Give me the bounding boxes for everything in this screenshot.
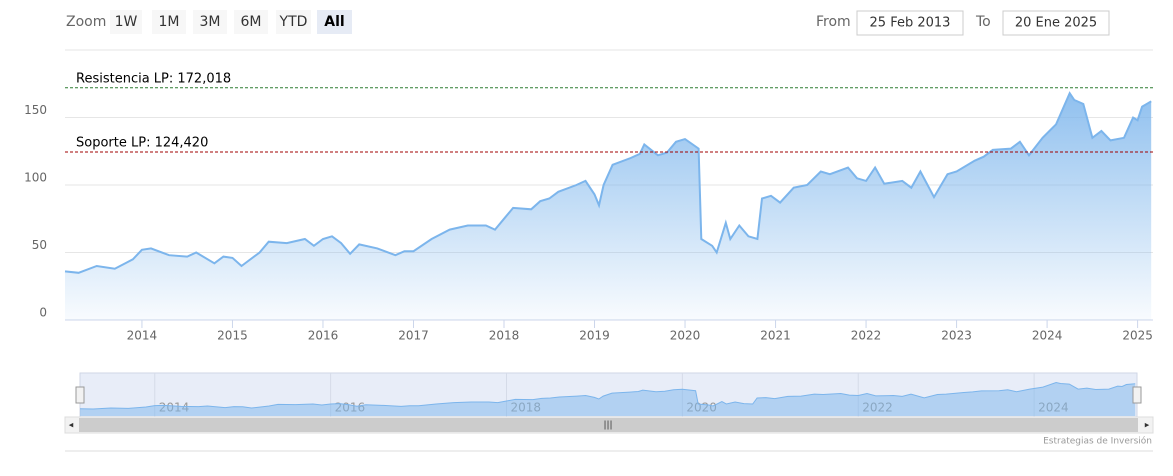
from-label: From: [816, 14, 851, 30]
zoom-button-label[interactable]: 1W: [115, 14, 138, 30]
from-input[interactable]: [856, 10, 964, 36]
y-tick-label: 150: [24, 103, 47, 117]
x-tick-label: 2019: [579, 329, 610, 343]
zoom-button[interactable]: [317, 10, 352, 34]
to-label: To: [975, 14, 991, 30]
navigator-line: [79, 381, 1136, 410]
scroll-right[interactable]: ▸: [1145, 421, 1150, 431]
x-tick-label: 2016: [308, 329, 339, 343]
zoom-button[interactable]: [276, 10, 311, 34]
x-tick-label: 2021: [760, 329, 791, 343]
plot-line-label: Soporte LP: 124,420: [76, 136, 208, 151]
line: [64, 91, 1152, 274]
zoom-button[interactable]: [152, 10, 186, 34]
navigator-handle[interactable]: [75, 386, 85, 404]
zoom-button-label[interactable]: 6M: [241, 14, 262, 30]
x-tick-label: 2015: [217, 329, 248, 343]
x-tick-label: 2022: [851, 329, 882, 343]
to-value[interactable]: 20 Ene 2025: [1015, 16, 1097, 31]
navigator-area: [80, 382, 1136, 416]
y-tick-label: 50: [32, 238, 47, 252]
zoom-button-label[interactable]: All: [324, 14, 344, 30]
from-value[interactable]: 25 Feb 2013: [870, 16, 951, 31]
plot-line-label: Resistencia LP: 172,018: [76, 71, 231, 86]
scroll-left[interactable]: ◂: [69, 421, 74, 431]
zoom-button[interactable]: [193, 10, 227, 34]
y-tick-label: 0: [39, 306, 47, 320]
navigator-handle[interactable]: [1132, 386, 1142, 404]
area: [65, 93, 1152, 320]
credit: Estrategias de Inversión: [1043, 436, 1152, 447]
x-tick-label: 2018: [489, 329, 520, 343]
scrollbar-thumb[interactable]: [79, 418, 1138, 432]
to-input[interactable]: [1002, 10, 1110, 36]
x-tick-label: 2017: [398, 329, 429, 343]
x-tick-label: 2024: [1032, 329, 1063, 343]
x-tick-label: 2025: [1122, 329, 1153, 343]
zoom-button[interactable]: [110, 10, 142, 34]
x-tick-label: 2020: [670, 329, 701, 343]
zoom-button-label[interactable]: YTD: [279, 14, 308, 30]
x-tick-label: 2023: [941, 329, 972, 343]
y-tick-label: 100: [24, 171, 47, 185]
zoom-button-label[interactable]: 1M: [159, 14, 180, 30]
zoom-label: Zoom: [66, 14, 106, 30]
x-tick-label: 2014: [127, 329, 158, 343]
zoom-button-label[interactable]: 3M: [200, 14, 221, 30]
scroll-grip[interactable]: |||: [603, 421, 612, 431]
zoom-button[interactable]: [234, 10, 268, 34]
